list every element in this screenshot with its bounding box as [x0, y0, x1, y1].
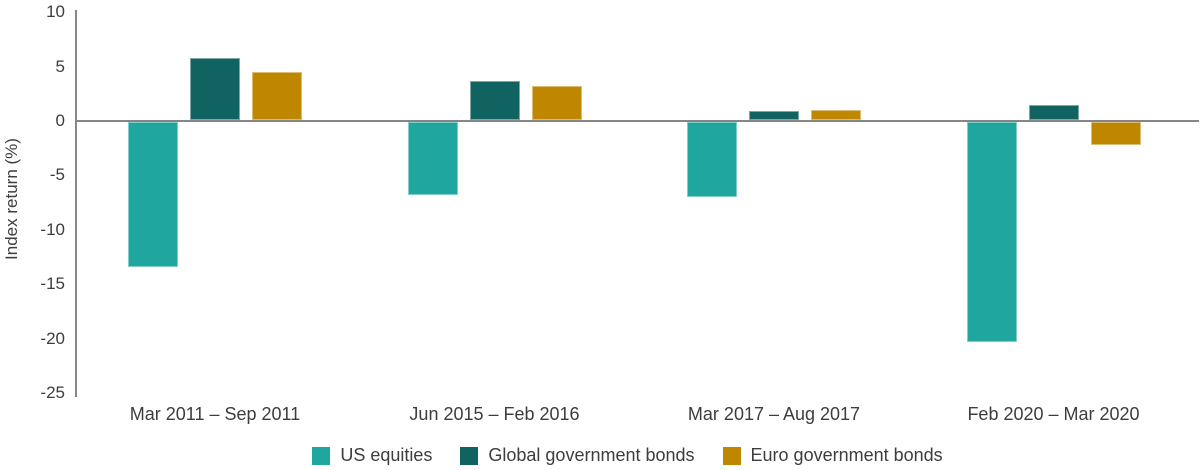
- bar-global-government-bonds: [469, 81, 520, 120]
- x-category-label: Jun 2015 – Feb 2016: [409, 404, 580, 424]
- bar-euro-government-bonds: [811, 110, 861, 120]
- legend-label: Global government bonds: [488, 445, 695, 465]
- y-tick-label: 5: [55, 56, 65, 76]
- bar-us-equities: [687, 122, 737, 197]
- y-tick-label: -25: [40, 383, 65, 402]
- legend-label: Euro government bonds: [750, 445, 943, 465]
- x-category-label: Feb 2020 – Mar 2020: [967, 404, 1140, 424]
- bar-us-equities: [407, 122, 458, 195]
- bar-euro-government-bonds: [252, 72, 302, 120]
- bar-global-government-bonds: [190, 58, 240, 120]
- bar-us-equities: [966, 122, 1017, 342]
- bar-global-government-bonds: [749, 111, 799, 120]
- legend-item-us-equities: US equities: [312, 445, 432, 466]
- bar-us-equities: [128, 122, 178, 267]
- legend-swatch-icon: [312, 446, 331, 465]
- x-category-label: Mar 2017 – Aug 2017: [687, 404, 861, 424]
- legend-item-global-government-bonds: Global government bonds: [460, 445, 695, 466]
- x-category-label: Mar 2011 – Sep 2011: [129, 404, 301, 424]
- y-axis-line: [75, 10, 77, 397]
- bar-global-government-bonds: [1028, 105, 1079, 120]
- zero-baseline: [75, 120, 1199, 122]
- legend-swatch-icon: [460, 446, 479, 465]
- legend: US equities Global government bonds Euro g…: [55, 445, 1200, 466]
- legend-label: US equities: [340, 445, 433, 465]
- legend-item-euro-government-bonds: Euro government bonds: [722, 445, 943, 466]
- y-tick-label: -20: [40, 328, 65, 348]
- y-tick-label: 10: [46, 2, 65, 22]
- y-tick-label: -5: [49, 165, 65, 185]
- y-tick-label: 0: [55, 111, 65, 130]
- bar-euro-government-bonds: [531, 86, 582, 120]
- y-axis-title: Index return (%): [2, 138, 21, 260]
- y-tick-label: -15: [40, 274, 65, 294]
- legend-swatch-icon: [722, 446, 741, 465]
- y-tick-label: -10: [40, 219, 65, 239]
- bar-euro-government-bonds: [1090, 122, 1141, 145]
